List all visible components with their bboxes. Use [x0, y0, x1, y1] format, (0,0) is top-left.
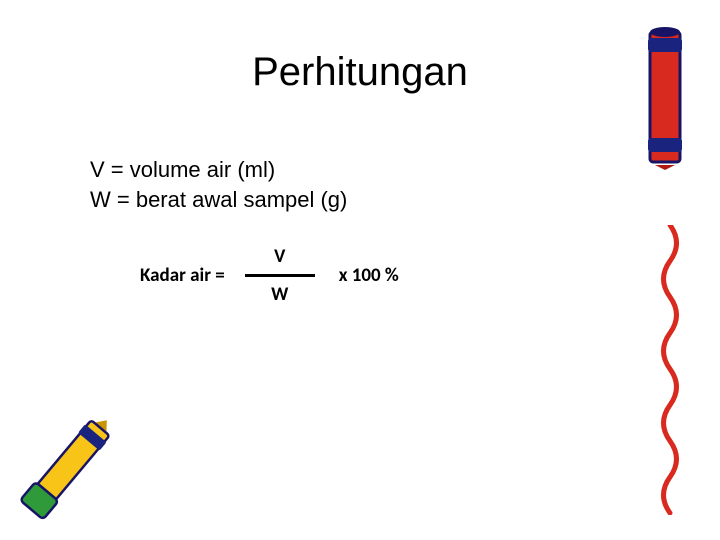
slide-title: Perhitungan: [0, 50, 720, 95]
formula: Kadar air = V W x 100 %: [140, 245, 399, 306]
crayon-red-icon: [640, 10, 690, 170]
fraction-bar: [245, 274, 315, 277]
crayon-red-top: [650, 27, 680, 37]
squiggle-path: [664, 225, 677, 513]
formula-tail: x 100 %: [339, 264, 399, 287]
formula-denominator: W: [259, 279, 300, 306]
formula-label: Kadar air =: [140, 264, 225, 287]
crayon-red-band-bottom: [648, 138, 682, 152]
definition-line-1: V = volume air (ml): [90, 155, 347, 185]
crayon-red-band-top: [648, 38, 682, 52]
crayon-yellow-icon: [15, 420, 115, 520]
crayon-red-tip: [655, 165, 675, 170]
formula-numerator: V: [262, 245, 297, 272]
squiggle-icon: [655, 225, 685, 515]
definitions-block: V = volume air (ml) W = berat awal sampe…: [90, 155, 347, 214]
formula-fraction: V W: [245, 245, 315, 306]
definition-line-2: W = berat awal sampel (g): [90, 185, 347, 215]
